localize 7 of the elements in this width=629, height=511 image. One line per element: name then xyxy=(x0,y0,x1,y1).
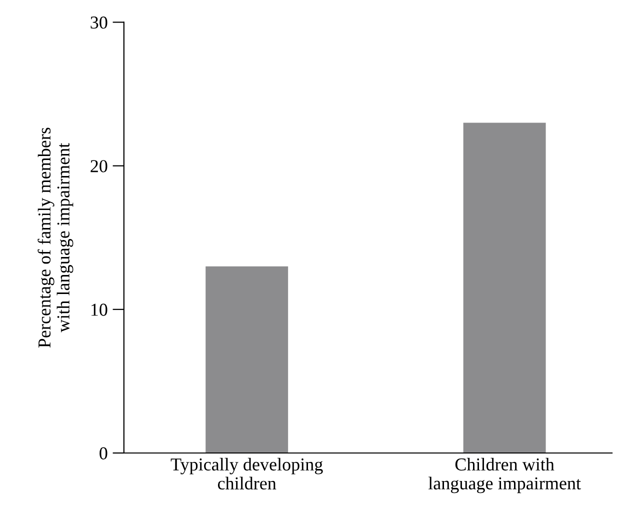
y-tick-label: 20 xyxy=(90,160,108,172)
y-tick-label: 0 xyxy=(100,447,108,460)
x-tick-label: Typically developing children xyxy=(170,458,323,490)
x-tick-label: Children with language impairment xyxy=(428,458,581,494)
y-tick-label: 10 xyxy=(91,304,108,316)
y-tick-label: 30 xyxy=(90,16,108,29)
y-axis-title: Percentage of family members with language impairment xyxy=(38,128,74,348)
